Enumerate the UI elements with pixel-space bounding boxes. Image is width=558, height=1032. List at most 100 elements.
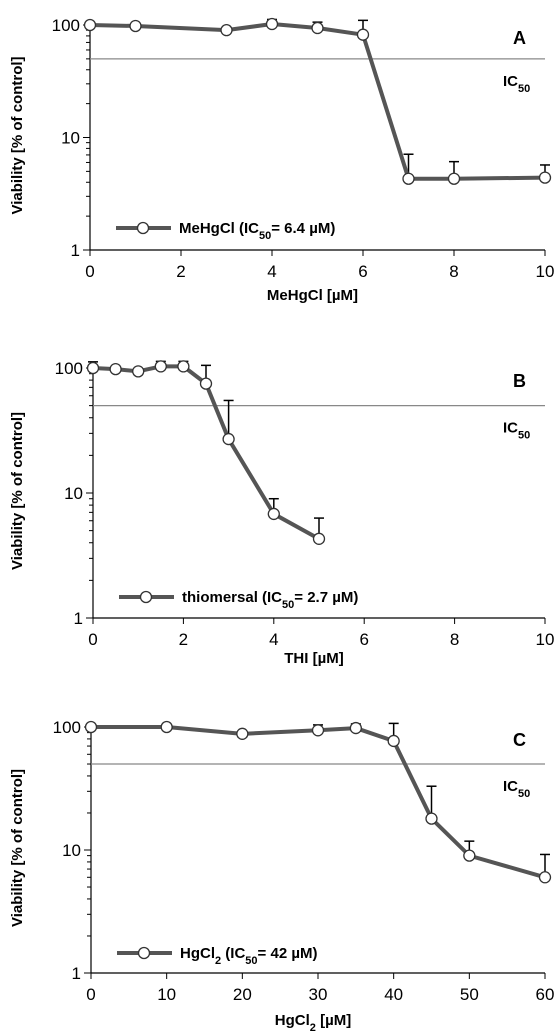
x-tick-label: 0 [86,985,95,1004]
y-axis-title: Viability [% of control] [9,769,26,927]
y-tick-label: 10 [64,484,83,503]
data-point [83,18,97,32]
data-point [236,727,249,740]
data-point [177,360,190,373]
series-line [89,22,546,181]
data-point [84,720,98,734]
ic50-line-label-sub: 50 [518,788,530,800]
x-tick-label: 6 [359,630,368,649]
data-point [425,812,438,825]
x-tick-label: 0 [88,630,97,649]
y-tick-label: 1 [71,241,80,260]
y-tick-label: 10 [62,841,81,860]
x-tick-label: 6 [358,262,367,281]
x-tick-label: 2 [179,630,188,649]
series-line [91,725,546,880]
x-axis-title-main: HgCl [275,1012,310,1029]
legend-label: MeHgCl (IC50= 6.4 µM) [179,220,335,242]
data-point [311,21,324,35]
legend-label-part: HgCl [180,945,215,962]
data-point [402,172,415,185]
x-axis-title: HgCl2 [µM] [275,1012,351,1032]
x-axis-title-unit: [µM] [316,1012,351,1029]
ic50-line-label: IC50 [503,420,530,442]
ic50-line-label: IC50 [503,73,530,95]
legend: thiomersal (IC50= 2.7 µM) [119,589,358,611]
x-tick-label: 40 [384,985,403,1004]
x-tick-label: 8 [449,262,458,281]
y-axis-title: Viability [% of control] [9,56,26,214]
y-axis-title: Viability [% of control] [9,412,26,570]
data-point [160,720,173,734]
y-tick-label: 1 [72,964,81,983]
data-point [199,377,213,390]
data-point [154,360,167,373]
legend-label-sub: 2 [215,955,221,967]
legend-label-part: = 2.7 µM) [294,589,358,606]
data-point [267,507,280,521]
x-tick-label: 8 [450,630,459,649]
x-tick-label: 30 [309,985,328,1004]
x-tick-label: 20 [233,985,252,1004]
panel-letter: B [513,371,526,391]
data-point [349,721,362,735]
data-point [265,17,279,31]
legend-label: HgCl2 (IC50= 42 µM) [180,945,317,967]
legend-label-sub: 50 [282,599,294,611]
legend-label-part: MeHgCl (IC [179,220,259,237]
legend-label-part: = 42 µM) [258,945,318,962]
panel-letter: C [513,730,526,750]
ic50-line-label-sub: 50 [518,430,530,442]
ic50-line-label-main: IC [503,778,518,795]
y-tick-label: 1 [74,609,83,628]
panel-letter: A [513,28,526,48]
data-point [538,871,552,884]
x-tick-label: 2 [176,262,185,281]
data-point [312,532,326,545]
data-point [387,734,400,748]
data-point [220,23,233,37]
x-tick-label: 10 [536,630,555,649]
legend-label-sub: 50 [245,955,257,967]
legend: MeHgCl (IC50= 6.4 µM) [116,220,335,242]
x-axis-title-sub: 2 [310,1022,316,1032]
legend-marker-swatch [136,221,150,235]
legend-label-part: thiomersal (IC [182,589,282,606]
x-tick-label: 0 [85,262,94,281]
data-point [311,724,325,737]
x-tick-label: 4 [269,630,278,649]
data-point [222,432,235,446]
legend-label-part: (IC [221,945,245,962]
legend: HgCl2 (IC50= 42 µM) [117,945,317,967]
data-point [538,171,552,184]
data-point [129,19,142,33]
y-tick-label: 100 [55,359,83,378]
x-tick-label: 60 [536,985,555,1004]
ic50-line-label: IC50 [503,778,530,800]
legend-label: thiomersal (IC50= 2.7 µM) [182,589,358,611]
y-tick-label: 10 [61,129,80,148]
legend-marker-swatch [139,590,153,604]
x-tick-label: 10 [536,262,555,281]
legend-marker-swatch [137,946,151,960]
y-tick-label: 100 [52,16,80,35]
data-point [132,365,145,378]
data-point [356,28,370,41]
x-axis-title: THI [µM] [284,650,343,667]
data-point [86,361,100,375]
legend-label-sub: 50 [259,230,271,242]
series-line [92,364,320,541]
ic50-line-label-main: IC [503,420,518,437]
x-tick-label: 4 [267,262,276,281]
data-point [447,172,461,185]
ic50-line-label-sub: 50 [518,83,530,95]
data-point [109,362,122,376]
y-tick-label: 100 [53,718,81,737]
ic50-line-label-main: IC [503,73,518,90]
x-tick-label: 50 [460,985,479,1004]
x-axis-title: MeHgCl [µM] [267,287,358,304]
